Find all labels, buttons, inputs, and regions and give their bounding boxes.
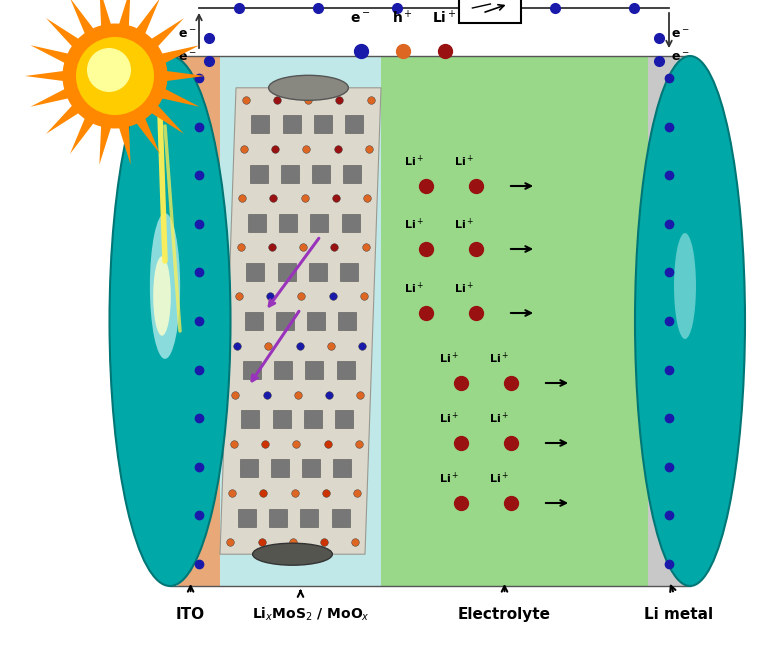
- Text: Li$^+$: Li$^+$: [404, 281, 424, 296]
- Bar: [245, 312, 263, 330]
- Bar: [336, 361, 355, 379]
- Text: Electrolyte: Electrolyte: [458, 607, 551, 622]
- Bar: [459, 0, 521, 23]
- Bar: [170, 56, 690, 586]
- Text: ITO: ITO: [176, 607, 205, 622]
- Text: Li$^+$: Li$^+$: [454, 154, 474, 169]
- Polygon shape: [137, 0, 160, 34]
- Text: Li$^+$: Li$^+$: [404, 154, 424, 169]
- Bar: [309, 263, 327, 281]
- Bar: [304, 410, 322, 428]
- Polygon shape: [162, 45, 200, 63]
- Polygon shape: [162, 89, 200, 107]
- Ellipse shape: [110, 56, 230, 586]
- Ellipse shape: [674, 233, 696, 339]
- Ellipse shape: [150, 213, 180, 359]
- Bar: [250, 165, 268, 182]
- Polygon shape: [220, 88, 381, 554]
- Bar: [240, 460, 257, 477]
- Bar: [648, 56, 690, 586]
- Bar: [251, 115, 270, 133]
- Bar: [381, 56, 648, 586]
- Bar: [280, 214, 297, 232]
- Text: h$^+$: h$^+$: [392, 8, 413, 26]
- Text: Li metal: Li metal: [644, 607, 713, 622]
- Text: e$^-$: e$^-$: [178, 28, 197, 41]
- Text: Li$^+$: Li$^+$: [454, 281, 474, 296]
- Bar: [332, 508, 349, 527]
- Ellipse shape: [635, 56, 745, 586]
- Text: e$^-$: e$^-$: [671, 28, 690, 41]
- Bar: [306, 361, 323, 379]
- Bar: [271, 460, 289, 477]
- Bar: [248, 214, 266, 232]
- Bar: [314, 115, 332, 133]
- Ellipse shape: [62, 23, 167, 128]
- Text: Li$^+$: Li$^+$: [439, 471, 459, 486]
- Bar: [238, 508, 256, 527]
- Polygon shape: [70, 0, 94, 34]
- Ellipse shape: [87, 48, 131, 92]
- Bar: [241, 410, 260, 428]
- Bar: [340, 263, 358, 281]
- Bar: [339, 312, 356, 330]
- Polygon shape: [31, 45, 68, 63]
- Bar: [335, 410, 353, 428]
- Text: Li$^+$: Li$^+$: [489, 411, 509, 426]
- Bar: [276, 312, 294, 330]
- Bar: [300, 508, 319, 527]
- Bar: [342, 214, 359, 232]
- Bar: [178, 56, 220, 586]
- Bar: [269, 508, 287, 527]
- Text: Li$^+$: Li$^+$: [432, 8, 457, 26]
- Ellipse shape: [76, 37, 154, 115]
- Polygon shape: [99, 126, 111, 165]
- Polygon shape: [99, 0, 111, 26]
- Ellipse shape: [153, 256, 170, 336]
- Bar: [307, 312, 325, 330]
- Bar: [312, 165, 330, 182]
- Polygon shape: [119, 126, 131, 165]
- Polygon shape: [167, 71, 205, 81]
- Text: Li$_x$MoS$_2$ / MoO$_x$: Li$_x$MoS$_2$ / MoO$_x$: [252, 606, 369, 624]
- Text: e$^-$: e$^-$: [178, 51, 197, 64]
- Bar: [302, 460, 320, 477]
- Polygon shape: [25, 71, 63, 81]
- Bar: [243, 361, 261, 379]
- Text: Li$^+$: Li$^+$: [439, 411, 459, 426]
- Text: e$^-$: e$^-$: [671, 51, 690, 64]
- Text: Li$^+$: Li$^+$: [404, 217, 424, 232]
- Polygon shape: [70, 118, 94, 154]
- Text: Li$^+$: Li$^+$: [489, 351, 509, 366]
- Polygon shape: [31, 89, 68, 107]
- Text: e$^-$: e$^-$: [350, 12, 371, 26]
- Polygon shape: [151, 18, 184, 47]
- Bar: [343, 165, 362, 182]
- Polygon shape: [151, 105, 184, 134]
- Ellipse shape: [253, 543, 333, 565]
- Bar: [273, 410, 290, 428]
- Text: Li$^+$: Li$^+$: [439, 351, 459, 366]
- Bar: [345, 115, 363, 133]
- Ellipse shape: [269, 76, 349, 100]
- Bar: [283, 115, 300, 133]
- Polygon shape: [46, 18, 78, 47]
- Bar: [310, 214, 329, 232]
- Text: Li$^+$: Li$^+$: [454, 217, 474, 232]
- Polygon shape: [46, 105, 78, 134]
- Bar: [247, 263, 264, 281]
- Text: Li$^+$: Li$^+$: [489, 471, 509, 486]
- Bar: [274, 361, 292, 379]
- Polygon shape: [137, 118, 160, 154]
- Bar: [277, 263, 296, 281]
- Polygon shape: [119, 0, 131, 26]
- Bar: [281, 165, 299, 182]
- Bar: [333, 460, 351, 477]
